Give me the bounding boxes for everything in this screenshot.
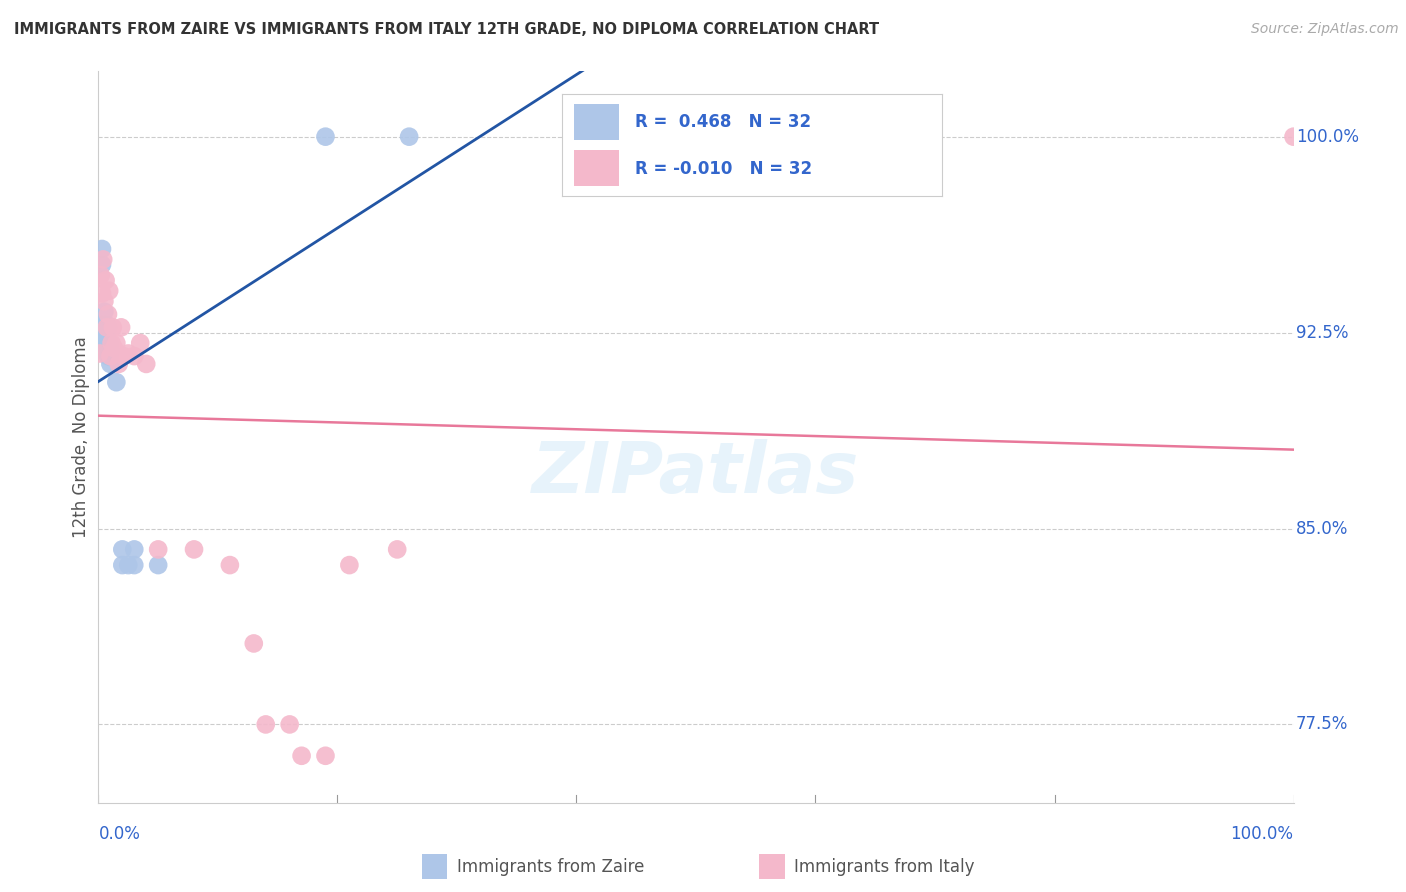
Point [112, 349, 135, 363]
Point [94, 320, 117, 334]
Text: Immigrants from Zaire: Immigrants from Zaire [457, 858, 644, 876]
Point [148, 558, 170, 573]
Point [91, 286, 114, 301]
Point [91, 318, 114, 332]
Point [111, 558, 134, 573]
Point [91, 252, 114, 267]
Text: 92.5%: 92.5% [1296, 324, 1348, 342]
FancyBboxPatch shape [574, 104, 619, 140]
Point [148, 542, 170, 557]
Point [315, 129, 337, 144]
Point [91, 242, 114, 256]
Point [105, 336, 128, 351]
Point [117, 346, 139, 360]
Point [91, 328, 114, 343]
Point [103, 341, 125, 355]
Point [290, 748, 312, 763]
Point [124, 542, 146, 557]
Point [117, 558, 139, 573]
Text: ZIPatlas: ZIPatlas [533, 439, 859, 508]
Point [97, 307, 120, 321]
Point [93, 323, 115, 337]
Point [1282, 129, 1305, 144]
Point [398, 129, 420, 144]
Point [97, 320, 120, 334]
Point [94, 273, 117, 287]
Point [337, 558, 360, 573]
Point [98, 343, 122, 358]
Point [183, 542, 205, 557]
Text: IMMIGRANTS FROM ZAIRE VS IMMIGRANTS FROM ITALY 12TH GRADE, NO DIPLOMA CORRELATIO: IMMIGRANTS FROM ZAIRE VS IMMIGRANTS FROM… [14, 22, 879, 37]
Point [94, 336, 117, 351]
Point [90, 318, 112, 332]
Point [129, 336, 152, 351]
Point [254, 717, 277, 731]
Point [90, 268, 112, 282]
Point [135, 357, 157, 371]
Point [98, 349, 121, 363]
Y-axis label: 12th Grade, No Diploma: 12th Grade, No Diploma [72, 336, 90, 538]
Point [98, 357, 122, 371]
Point [111, 542, 134, 557]
Point [124, 558, 146, 573]
Point [100, 336, 122, 351]
FancyBboxPatch shape [574, 150, 619, 186]
Text: Source: ZipAtlas.com: Source: ZipAtlas.com [1251, 22, 1399, 37]
Point [97, 349, 120, 363]
Text: Immigrants from Italy: Immigrants from Italy [794, 858, 974, 876]
Point [93, 334, 115, 348]
Point [315, 748, 337, 763]
Point [96, 341, 118, 355]
Point [97, 338, 120, 352]
Point [243, 636, 266, 650]
Text: 0.0%: 0.0% [98, 825, 141, 843]
Text: 100.0%: 100.0% [1296, 128, 1360, 145]
Point [96, 331, 118, 345]
Point [90, 326, 112, 340]
Point [219, 558, 242, 573]
Point [105, 375, 128, 389]
Text: 77.5%: 77.5% [1296, 715, 1348, 733]
Text: 85.0%: 85.0% [1296, 519, 1348, 538]
Text: 100.0%: 100.0% [1230, 825, 1294, 843]
Text: R =  0.468   N = 32: R = 0.468 N = 32 [634, 113, 811, 131]
Point [385, 542, 409, 557]
Point [89, 346, 111, 360]
Point [93, 294, 115, 309]
Point [96, 320, 118, 334]
Point [96, 326, 118, 340]
Point [278, 717, 301, 731]
Point [98, 336, 121, 351]
Point [93, 304, 115, 318]
Point [98, 349, 122, 363]
Point [91, 258, 114, 272]
Text: R = -0.010   N = 32: R = -0.010 N = 32 [634, 160, 811, 178]
Point [101, 320, 124, 334]
Point [124, 349, 146, 363]
Point [98, 284, 121, 298]
Point [107, 357, 129, 371]
Point [96, 318, 118, 332]
Point [110, 320, 132, 334]
Point [89, 320, 111, 334]
